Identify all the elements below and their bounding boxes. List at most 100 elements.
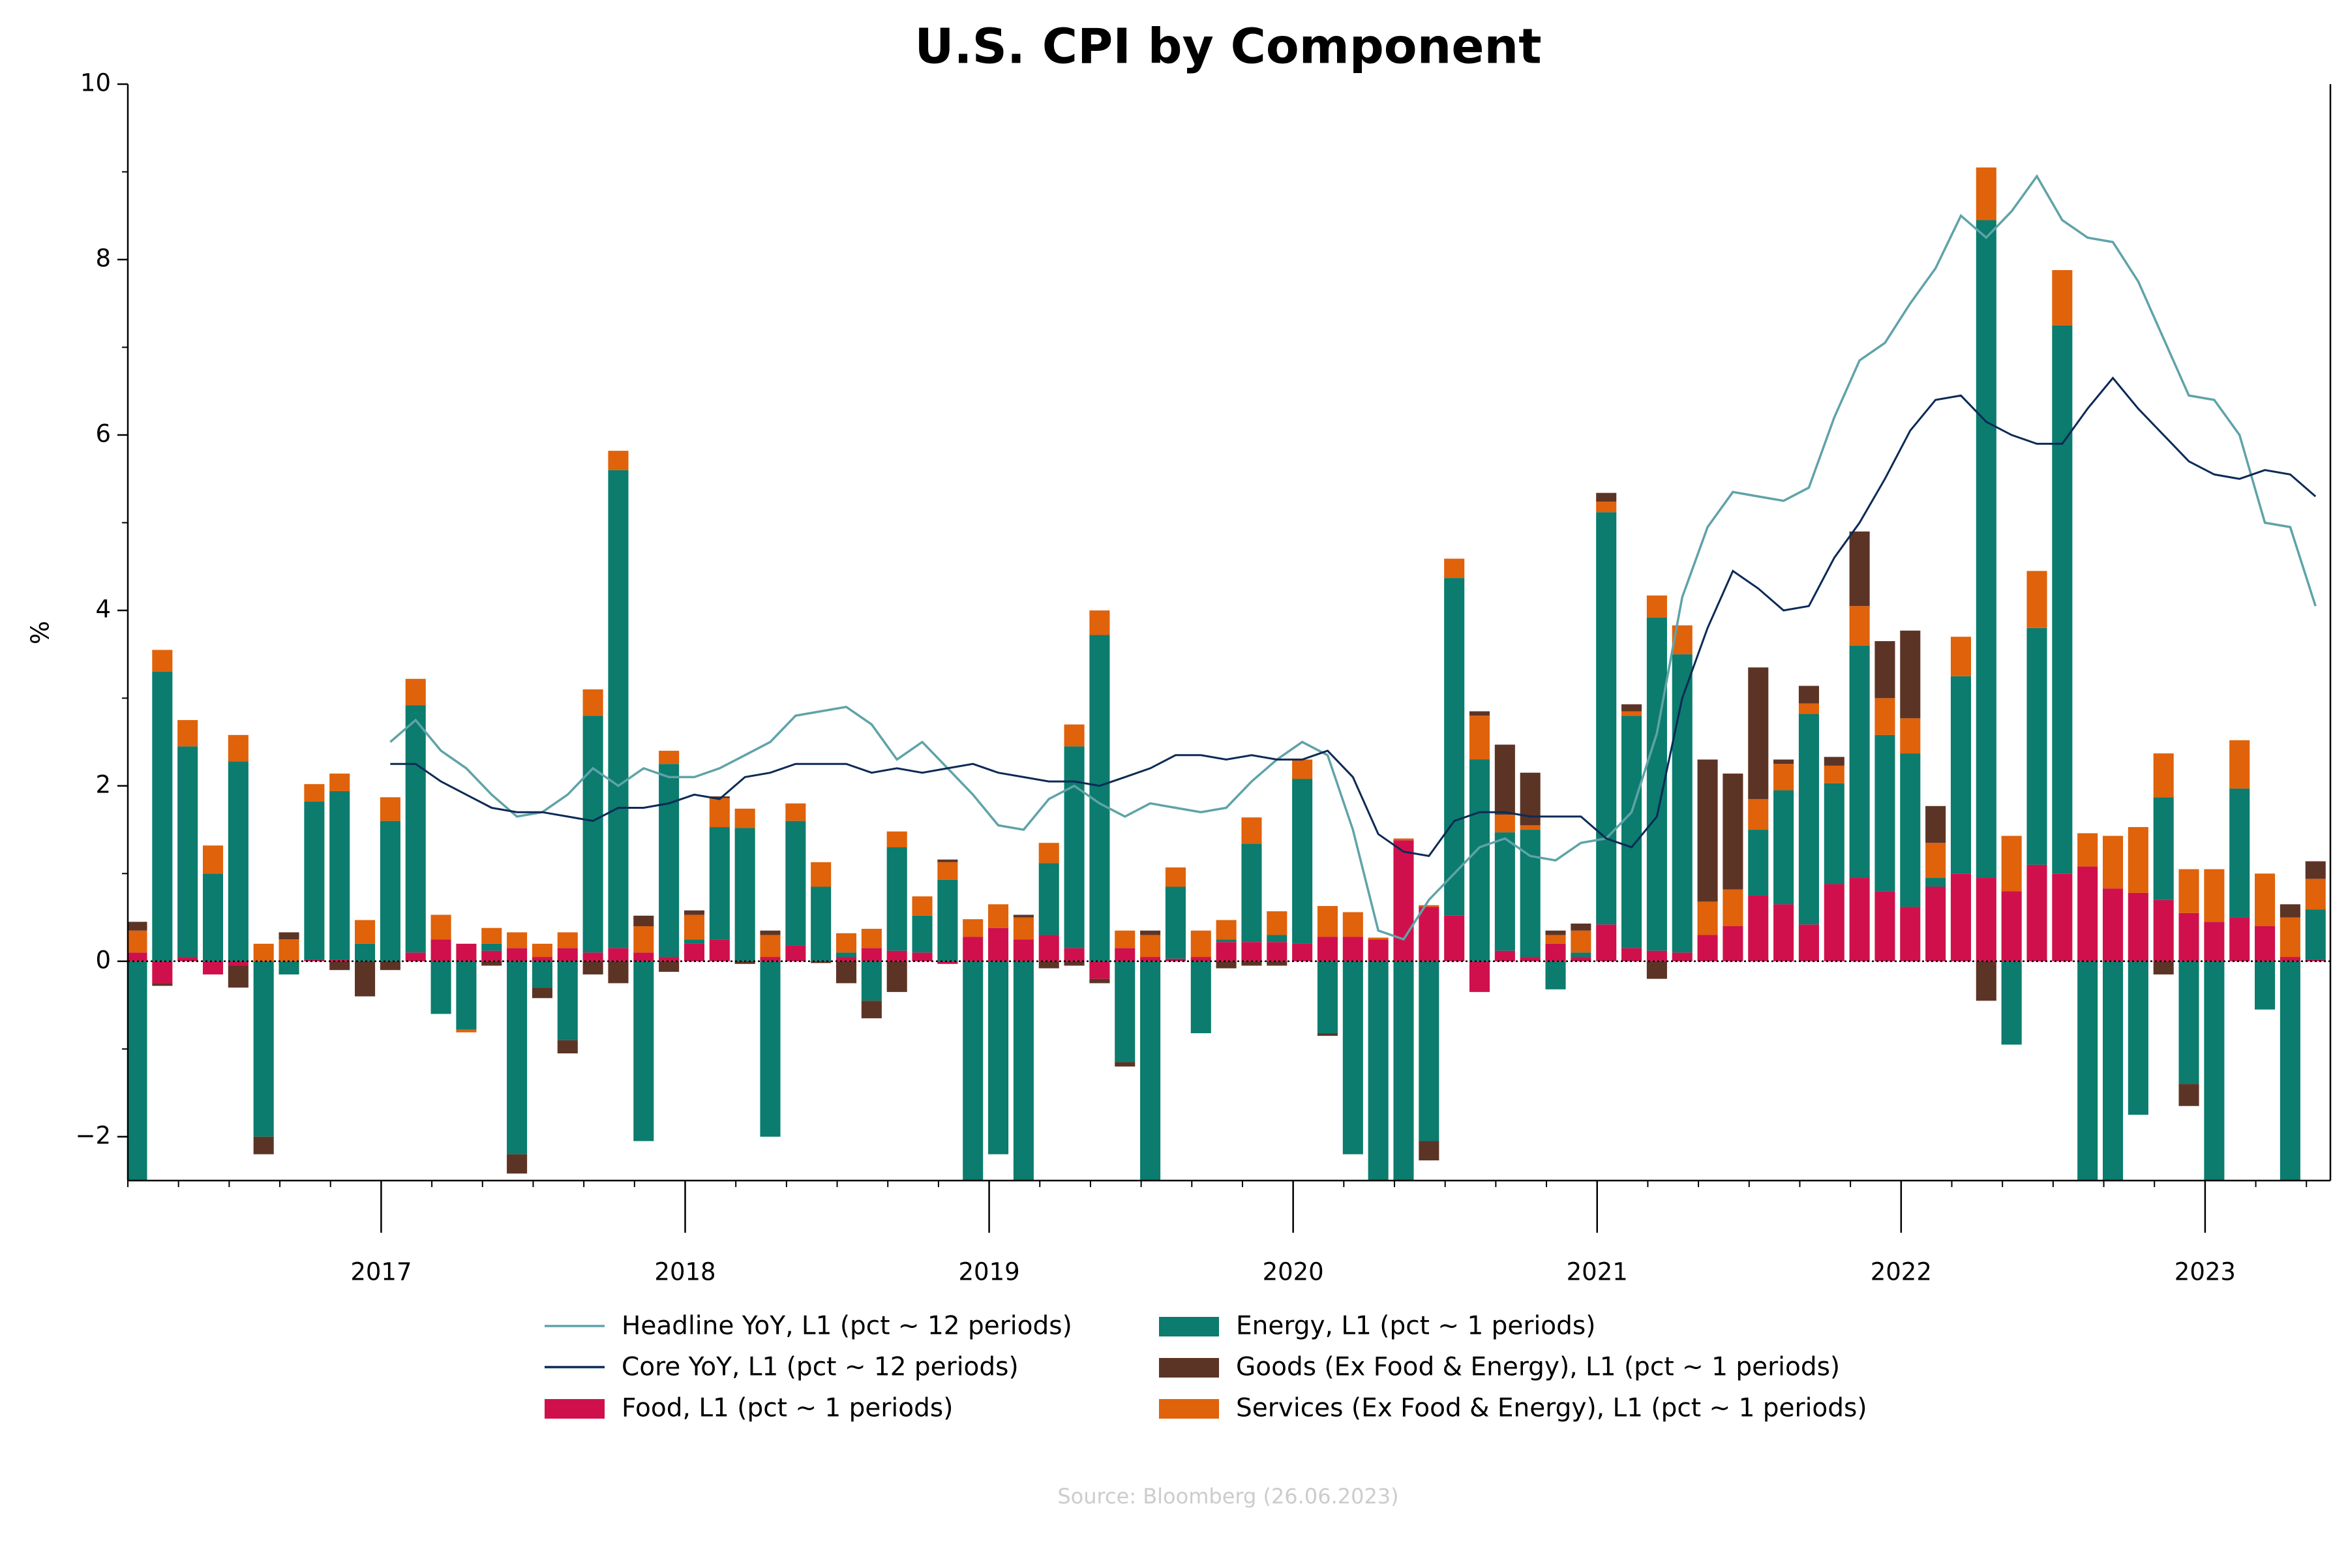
bar-segment bbox=[684, 910, 705, 915]
legend-label: Food, L1 (pct ~ 1 periods) bbox=[622, 1394, 953, 1423]
bar-segment bbox=[1342, 937, 1363, 961]
bar-segment bbox=[278, 939, 299, 961]
bar-segment bbox=[633, 926, 654, 953]
bar-segment bbox=[329, 791, 350, 960]
x-tick-label: 2020 bbox=[1263, 1258, 1324, 1286]
bar-segment bbox=[861, 961, 882, 1001]
bar-segment bbox=[202, 845, 224, 874]
bar-segment bbox=[1545, 943, 1566, 961]
bar-segment bbox=[1267, 961, 1287, 966]
bar-segment bbox=[709, 939, 730, 961]
bar-segment bbox=[278, 961, 299, 974]
bar-segment bbox=[1494, 832, 1515, 951]
bar-segment bbox=[1165, 886, 1186, 959]
bar-segment bbox=[963, 919, 984, 937]
bar-segment bbox=[785, 803, 806, 821]
bar-segment bbox=[886, 847, 907, 951]
bar-segment bbox=[709, 798, 730, 828]
bar-segment bbox=[1216, 939, 1237, 942]
bar-segment bbox=[1773, 904, 1794, 961]
bar-segment bbox=[1115, 1062, 1136, 1067]
bar-segment bbox=[1419, 961, 1439, 1141]
bar-segment bbox=[1393, 840, 1414, 961]
bar-segment bbox=[1824, 765, 1844, 783]
bar-segment bbox=[1190, 957, 1211, 961]
x-tick-label: 2018 bbox=[654, 1258, 715, 1286]
bar-segment bbox=[2128, 961, 2148, 1115]
bar-segment bbox=[128, 961, 147, 1181]
bar-segment bbox=[937, 859, 958, 862]
bar-segment bbox=[582, 689, 603, 716]
bar-segment bbox=[557, 1040, 578, 1054]
bar-segment bbox=[1241, 961, 1262, 966]
bar-segment bbox=[1140, 961, 1161, 1181]
bar-segment bbox=[278, 932, 299, 940]
bar-segment bbox=[937, 879, 958, 961]
bar-segment bbox=[202, 961, 224, 974]
bar-segment bbox=[2280, 904, 2300, 918]
bar-segment bbox=[329, 774, 350, 791]
bar-segment bbox=[1723, 774, 1743, 890]
bar-segment bbox=[760, 957, 781, 961]
bar-segment bbox=[1267, 935, 1287, 942]
bar-segment bbox=[1596, 512, 1617, 925]
bar-segment bbox=[1317, 961, 1338, 1034]
bar-segment bbox=[1900, 753, 1921, 907]
bar-segment bbox=[633, 915, 654, 927]
bar-segment bbox=[202, 873, 224, 961]
bar-segment bbox=[709, 827, 730, 940]
bar-segment bbox=[557, 948, 578, 961]
bar-segment bbox=[1419, 907, 1439, 961]
bar-segment bbox=[1925, 843, 1946, 879]
bar-segment bbox=[1646, 950, 1667, 961]
bar-segment bbox=[1013, 914, 1034, 918]
bar-segment bbox=[304, 802, 325, 960]
x-tick-label: 2022 bbox=[1871, 1258, 1932, 1286]
bar-segment bbox=[2153, 753, 2174, 798]
bar-segment bbox=[329, 959, 350, 961]
bar-segment bbox=[1621, 704, 1642, 712]
bar-segment bbox=[1874, 698, 1895, 735]
bar-segment bbox=[937, 862, 958, 880]
bar-segment bbox=[1849, 531, 1870, 607]
bar-segment bbox=[507, 961, 528, 1154]
bar-segment bbox=[1773, 759, 1794, 764]
bar-segment bbox=[1571, 952, 1591, 957]
bar-segment bbox=[355, 943, 376, 961]
bar-segment bbox=[2305, 959, 2326, 961]
bar-segment bbox=[1317, 906, 1338, 937]
bar-segment bbox=[684, 914, 705, 940]
bar-segment bbox=[1950, 873, 1972, 961]
bar-segment bbox=[152, 672, 173, 961]
bar-segment bbox=[1038, 935, 1059, 961]
bar-segment bbox=[2229, 740, 2250, 789]
bar-segment bbox=[835, 952, 857, 957]
bar-segment bbox=[1874, 891, 1895, 961]
bar-segment bbox=[2280, 917, 2300, 957]
bar-segment bbox=[2229, 788, 2250, 918]
bar-segment bbox=[253, 1136, 274, 1154]
plot-area bbox=[128, 167, 2330, 1181]
bar-segment bbox=[1038, 863, 1059, 935]
bar-segment bbox=[1571, 923, 1591, 931]
bar-segment bbox=[1874, 641, 1895, 699]
bar-segment bbox=[835, 957, 857, 961]
bar-segment bbox=[1672, 952, 1693, 961]
bar-segment bbox=[1494, 815, 1515, 833]
bar-segment bbox=[2001, 961, 2022, 1045]
bar-segment bbox=[1342, 961, 1363, 1154]
bar-segment bbox=[1824, 783, 1844, 884]
bar-segment bbox=[1571, 957, 1591, 961]
bar-segment bbox=[1520, 830, 1541, 957]
legend-label: Headline YoY, L1 (pct ~ 12 periods) bbox=[622, 1312, 1072, 1341]
bar-segment bbox=[2229, 917, 2250, 961]
bar-segment bbox=[1165, 958, 1186, 961]
x-tick-label: 2023 bbox=[2175, 1258, 2236, 1286]
bar-segment bbox=[1748, 799, 1769, 830]
bar-segment bbox=[1444, 915, 1465, 961]
bar-segment bbox=[2128, 892, 2148, 961]
bar-segment bbox=[1469, 711, 1490, 716]
bar-segment bbox=[1697, 759, 1718, 902]
bar-segment bbox=[760, 961, 781, 1137]
bar-segment bbox=[760, 930, 781, 935]
